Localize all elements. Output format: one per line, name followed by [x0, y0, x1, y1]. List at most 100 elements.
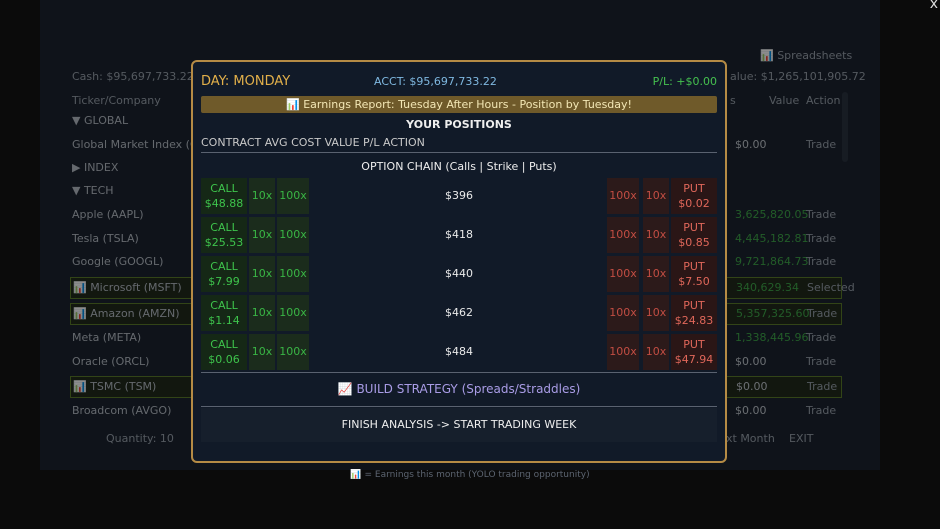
- close-icon[interactable]: x: [929, 0, 938, 12]
- trade-button[interactable]: Trade: [806, 331, 837, 344]
- trade-button[interactable]: Trade: [806, 208, 837, 221]
- buy-call-10x-button[interactable]: 10x: [249, 256, 275, 292]
- build-strategy-button[interactable]: 📈 BUILD STRATEGY (Spreads/Straddles): [337, 382, 581, 396]
- option-chain-row: CALL $7.99 10x 100x $440 100x 10x PUT $7.50: [201, 256, 717, 292]
- total-value-label: alue: $1,265,101,905.72: [730, 70, 866, 83]
- trade-button[interactable]: Trade: [807, 380, 838, 393]
- buy-put-10x-button[interactable]: 10x: [643, 178, 669, 214]
- options-modal: DAY: MONDAY ACCT: $95,697,733.22 P/L: +$…: [191, 60, 727, 463]
- ticker-label: 📊 Microsoft (MSFT): [73, 281, 182, 294]
- table-row[interactable]: Google (GOOGL) 9,721,864.73 Trade: [70, 252, 840, 272]
- put-price: $0.02: [678, 197, 710, 210]
- holding-value: 5,357,325.60: [736, 307, 810, 320]
- table-row[interactable]: Meta (META) 1,338,445.96 Trade: [70, 328, 840, 348]
- holding-value: 4,445,182.81: [735, 232, 809, 245]
- put-label: PUT: [683, 260, 705, 273]
- call-label: CALL: [210, 182, 238, 195]
- cash-label: Cash: $95,697,733.22: [72, 70, 194, 83]
- option-chain-row: CALL $0.06 10x 100x $484 100x 10x PUT $47.94: [201, 334, 717, 370]
- earnings-footnote: 📊 = Earnings this month (YOLO trading op…: [350, 470, 590, 480]
- buy-call-100x-button[interactable]: 100x: [277, 178, 309, 214]
- next-month-button[interactable]: xt Month: [726, 432, 775, 445]
- table-row[interactable]: Broadcom (AVGO) $0.00 Trade: [70, 401, 840, 421]
- buy-put-10x-button[interactable]: 10x: [643, 295, 669, 331]
- account-label: ACCT: $95,697,733.22: [374, 75, 497, 88]
- buy-put-100x-button[interactable]: 100x: [607, 178, 639, 214]
- ticker-label: Meta (META): [72, 331, 142, 344]
- buy-put-100x-button[interactable]: 100x: [607, 295, 639, 331]
- strike-price: $462: [445, 306, 473, 319]
- trade-button[interactable]: Trade: [806, 138, 837, 151]
- trade-button[interactable]: Trade: [806, 355, 837, 368]
- spreadsheets-link[interactable]: 📊 Spreadsheets: [760, 49, 853, 62]
- call-label: CALL: [210, 260, 238, 273]
- table-row[interactable]: ▶ INDEX: [70, 158, 840, 178]
- table-row[interactable]: ▼ GLOBAL: [70, 111, 840, 131]
- call-price: $25.53: [204, 236, 244, 249]
- call-price: $7.99: [208, 275, 240, 288]
- ticker-label: ▼ TECH: [72, 184, 114, 197]
- ticker-label: Broadcom (AVGO): [72, 404, 172, 417]
- put-cell: PUT $7.50: [671, 256, 717, 292]
- strike-price: $484: [445, 345, 473, 358]
- put-cell: PUT $24.83: [671, 295, 717, 331]
- table-row[interactable]: Oracle (ORCL) $0.00 Trade: [70, 352, 840, 372]
- buy-call-10x-button[interactable]: 10x: [249, 217, 275, 253]
- table-scrollbar[interactable]: [842, 92, 848, 162]
- buy-put-100x-button[interactable]: 100x: [607, 256, 639, 292]
- buy-call-100x-button[interactable]: 100x: [277, 295, 309, 331]
- divider: [201, 372, 717, 373]
- strike-price: $396: [445, 189, 473, 202]
- buy-call-10x-button[interactable]: 10x: [249, 178, 275, 214]
- holding-value: 340,629.34: [736, 281, 799, 294]
- buy-call-100x-button[interactable]: 100x: [277, 334, 309, 370]
- ticker-label: 📊 Amazon (AMZN): [73, 307, 180, 320]
- trade-button[interactable]: Trade: [806, 232, 837, 245]
- table-row[interactable]: Tesla (TSLA) 4,445,182.81 Trade: [70, 229, 840, 249]
- ticker-label: Global Market Index (G: [72, 138, 199, 151]
- ticker-label: Google (GOOGL): [72, 255, 164, 268]
- day-label: DAY: MONDAY: [201, 74, 291, 89]
- buy-put-100x-button[interactable]: 100x: [607, 217, 639, 253]
- ticker-label: Tesla (TSLA): [72, 232, 139, 245]
- option-chain-row: CALL $48.88 10x 100x $396 100x 10x PUT $0.02: [201, 178, 717, 214]
- quantity-label[interactable]: Quantity: 10: [106, 432, 174, 445]
- table-row[interactable]: Global Market Index (G $0.00 Trade: [70, 135, 840, 155]
- call-price: $48.88: [204, 197, 244, 210]
- holding-value: $0.00: [735, 404, 767, 417]
- holding-value: $0.00: [736, 380, 768, 393]
- put-label: PUT: [683, 299, 705, 312]
- buy-call-10x-button[interactable]: 10x: [249, 295, 275, 331]
- finish-analysis-button[interactable]: FINISH ANALYSIS -> START TRADING WEEK: [201, 408, 717, 442]
- buy-put-10x-button[interactable]: 10x: [643, 217, 669, 253]
- option-chain-row: CALL $25.53 10x 100x $418 100x 10x PUT $0.85: [201, 217, 717, 253]
- table-row[interactable]: ▼ TECH: [70, 181, 840, 201]
- pl-label: P/L: +$0.00: [652, 75, 717, 88]
- col-ticker-header: Ticker/Company: [72, 94, 161, 107]
- call-price: $1.14: [208, 314, 240, 327]
- col-action-header: Action: [806, 94, 841, 107]
- call-cell: CALL $0.06: [201, 334, 247, 370]
- holding-value: $0.00: [735, 138, 767, 151]
- buy-put-10x-button[interactable]: 10x: [643, 256, 669, 292]
- table-row[interactable]: Apple (AAPL) 3,625,820.05 Trade: [70, 205, 840, 225]
- put-label: PUT: [683, 338, 705, 351]
- ticker-label: ▼ GLOBAL: [72, 114, 129, 127]
- trade-button[interactable]: Trade: [807, 307, 838, 320]
- call-cell: CALL $1.14: [201, 295, 247, 331]
- call-cell: CALL $48.88: [201, 178, 247, 214]
- put-price: $24.83: [674, 314, 714, 327]
- divider: [201, 152, 717, 153]
- buy-put-100x-button[interactable]: 100x: [607, 334, 639, 370]
- call-label: CALL: [210, 221, 238, 234]
- exit-button[interactable]: EXIT: [789, 432, 814, 445]
- buy-call-100x-button[interactable]: 100x: [277, 256, 309, 292]
- ticker-label: ▶ INDEX: [72, 161, 119, 174]
- buy-call-100x-button[interactable]: 100x: [277, 217, 309, 253]
- put-cell: PUT $47.94: [671, 334, 717, 370]
- buy-call-10x-button[interactable]: 10x: [249, 334, 275, 370]
- trade-button[interactable]: Trade: [806, 404, 837, 417]
- trade-button[interactable]: Selected: [807, 281, 855, 294]
- trade-button[interactable]: Trade: [806, 255, 837, 268]
- buy-put-10x-button[interactable]: 10x: [643, 334, 669, 370]
